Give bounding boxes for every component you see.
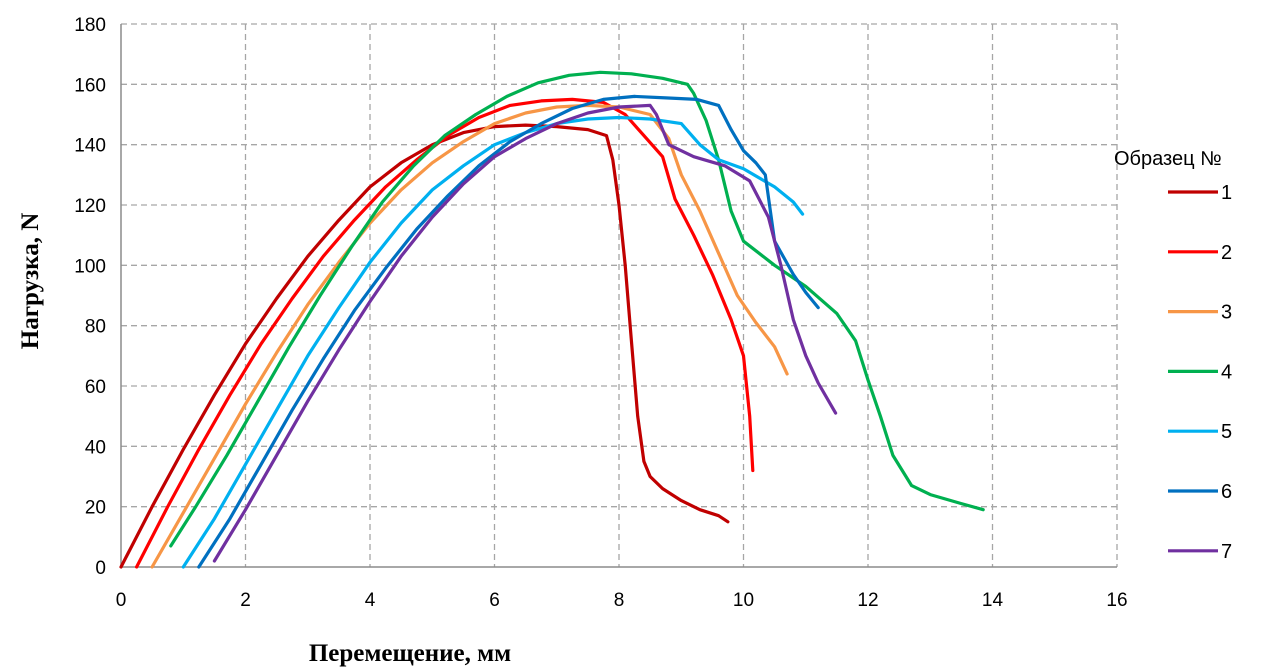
y-tick-label: 180 <box>74 15 106 36</box>
x-axis-title: Перемещение, мм <box>309 640 511 667</box>
x-tick-label: 6 <box>489 590 500 611</box>
y-tick-label: 120 <box>74 196 106 217</box>
y-tick-label: 40 <box>85 437 106 458</box>
x-tick-label: 8 <box>614 590 625 611</box>
series-line-4 <box>169 70 985 548</box>
x-tick-label: 12 <box>857 590 878 611</box>
legend: Образец № 1 2 3 4 5 6 7 <box>1114 148 1232 563</box>
series-lines <box>119 70 985 569</box>
x-tick-label: 4 <box>365 590 376 611</box>
x-tick-label: 10 <box>733 590 754 611</box>
series-line-3 <box>150 103 789 569</box>
legend-label-7: 7 <box>1221 541 1232 563</box>
y-axis-title: Нагрузка, N <box>17 213 44 350</box>
x-tick-label: 14 <box>982 590 1004 611</box>
axes <box>120 24 1117 568</box>
series-line-6 <box>197 94 820 569</box>
legend-label-6: 6 <box>1221 481 1232 503</box>
series-line-7 <box>212 103 838 563</box>
gridlines <box>121 23 1118 567</box>
y-tick-label: 0 <box>95 558 106 579</box>
legend-label-2: 2 <box>1221 242 1232 264</box>
legend-title: Образец № <box>1114 148 1222 170</box>
series-line-2 <box>135 97 755 569</box>
series-line-5 <box>181 115 805 569</box>
legend-label-4: 4 <box>1221 361 1232 383</box>
y-tick-label: 100 <box>74 256 106 277</box>
y-tick-label: 80 <box>85 317 106 338</box>
legend-label-3: 3 <box>1221 302 1232 324</box>
legend-label-5: 5 <box>1221 421 1232 443</box>
x-tick-label: 0 <box>116 590 127 611</box>
y-tick-label: 160 <box>74 75 106 96</box>
x-tick-label: 2 <box>240 590 251 611</box>
legend-label-1: 1 <box>1221 182 1232 204</box>
y-tick-label: 140 <box>74 136 106 157</box>
y-tick-label: 20 <box>85 498 106 519</box>
series-line-1 <box>119 123 730 569</box>
x-tick-label: 16 <box>1106 590 1127 611</box>
y-tick-label: 60 <box>85 377 106 398</box>
